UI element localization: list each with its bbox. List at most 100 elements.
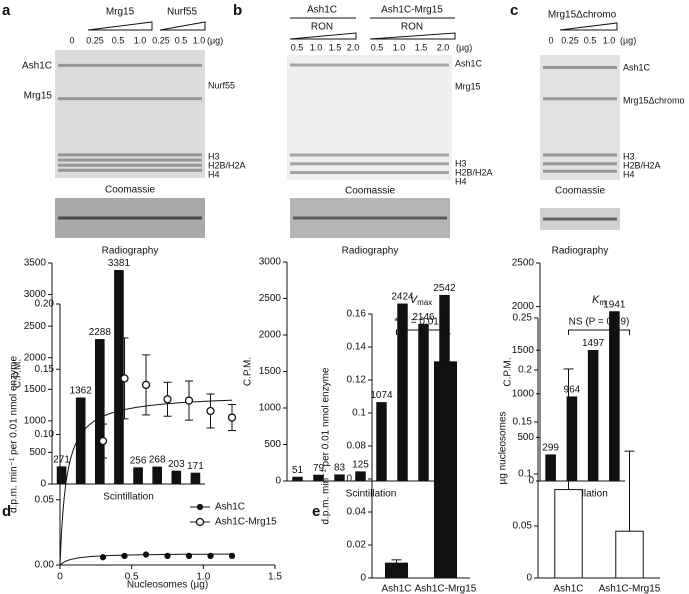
gel-band [58, 97, 202, 101]
data-label: 1362 [70, 386, 93, 397]
panel-letter: a [2, 2, 11, 19]
y-tick-label: 0.15 [35, 364, 55, 375]
lane-label: 2.0 [437, 42, 450, 52]
gel-caption: Coomassie [345, 186, 395, 197]
band-label: H3 [208, 151, 220, 161]
y-tick-label: 0.20 [35, 299, 55, 310]
marker [227, 413, 237, 422]
gel-band [58, 153, 202, 157]
band-label: H3 [623, 151, 635, 161]
bar [95, 339, 105, 485]
band-label: Mrg15 [24, 91, 53, 102]
marker [228, 552, 236, 560]
band-label: Ash1C [455, 58, 483, 68]
lane-label: 0 [548, 35, 553, 45]
bar [418, 323, 429, 482]
wedge [559, 22, 618, 31]
y-tick-label: 0 [526, 573, 532, 584]
y-tick-label: 3500 [24, 258, 47, 269]
y-axis-label: µg nucleosomes [498, 411, 509, 484]
band-label: Mrg15 [455, 81, 481, 91]
x-tick-label: 0.5 [125, 572, 139, 583]
chart-title: Km [592, 294, 606, 307]
marker [164, 552, 171, 560]
lane-label: 1.0 [603, 35, 616, 45]
y-tick-label: 0.1 [352, 408, 366, 419]
wedge [369, 32, 456, 40]
wedge [159, 21, 206, 31]
y-tick-label: 0.06 [347, 474, 367, 485]
bar [171, 470, 182, 485]
gel-band [290, 153, 449, 157]
y-tick-label: 0.05 [35, 494, 55, 505]
data-label: 256 [130, 455, 147, 466]
group-label: Nurf55 [167, 7, 197, 18]
wedge [87, 21, 153, 31]
y-tick-label: 500 [264, 439, 281, 450]
title-sub: m [599, 298, 606, 307]
lane-label: 1.0 [134, 35, 147, 45]
y-tick-label: 3000 [259, 257, 282, 268]
gel-band [290, 63, 449, 67]
lane-label: 2.0 [347, 42, 360, 52]
lane-label: 1.5 [329, 42, 342, 52]
band-label: H4 [208, 169, 220, 179]
panel-letter: e [312, 503, 320, 520]
bar [587, 349, 599, 482]
y-tick-label: 0.25 [513, 313, 533, 324]
data-label: 3381 [108, 258, 131, 269]
data-label: 2288 [89, 327, 112, 338]
legend-marker [195, 517, 205, 527]
lane-label: 0.25 [152, 35, 170, 45]
marker [141, 380, 151, 390]
y-tick-label: 0 [528, 476, 534, 487]
bar [56, 466, 67, 485]
significance-bracket [396, 329, 446, 335]
fit-curve [59, 399, 233, 566]
gel-caption: Radiography [552, 246, 609, 257]
x-tick-label: Ash1C [381, 584, 411, 594]
data-label: 2542 [433, 283, 456, 294]
y-tick-label: 2000 [512, 301, 535, 312]
y-axis-label: d.p.m. min⁻¹ per 0.01 nmol enzyme [321, 367, 332, 524]
bar [397, 303, 408, 482]
y-tick-label: 0.1 [518, 469, 532, 480]
group-label: Mrg15Δchromo [548, 10, 617, 21]
gel-band [58, 216, 202, 220]
band-label: Nurf55 [208, 80, 235, 90]
lane-label: 0.5 [371, 42, 384, 52]
bar [190, 472, 201, 485]
y-tick-label: 1000 [259, 403, 282, 414]
x-tick-label: 1.0 [196, 572, 210, 583]
gel [540, 55, 620, 180]
lane-label: 0 [69, 35, 74, 45]
lane-label: 0.25 [86, 35, 104, 45]
group-label: Ash1C-Mrg15 [381, 5, 443, 16]
lane-label: 1.5 [415, 42, 428, 52]
y-tick-label: 0.02 [347, 540, 367, 551]
bar [152, 466, 162, 485]
y-tick-label: 1500 [24, 384, 47, 395]
y-tick-label: 0.04 [347, 507, 367, 518]
y-tick-label: 0 [275, 476, 281, 487]
band-label: H4 [623, 169, 635, 179]
gel-band [58, 163, 202, 167]
y-axis-label: d.p.m. min⁻¹ per 0.01 nmol enzyme [9, 356, 20, 513]
y-tick-label: 2500 [24, 321, 47, 332]
lane-label: 1.0 [393, 42, 406, 52]
gel-band [543, 66, 617, 69]
title-main: V [410, 294, 419, 306]
annotation: NS (P = 0.79) [569, 317, 630, 328]
marker [184, 396, 194, 405]
data-label: 203 [168, 459, 185, 470]
y-tick-label: 0.00 [35, 560, 55, 571]
gel-band [543, 169, 617, 173]
bar [355, 471, 366, 482]
band-label: H3 [455, 158, 467, 168]
y-axis-label: C.P.M. [243, 357, 254, 386]
data-label: 83 [334, 463, 346, 474]
lane-label: 1.0 [193, 35, 206, 45]
lane-label: 0.5 [175, 35, 188, 45]
group-label: Ash1C [307, 5, 337, 16]
gel-band [290, 171, 449, 174]
